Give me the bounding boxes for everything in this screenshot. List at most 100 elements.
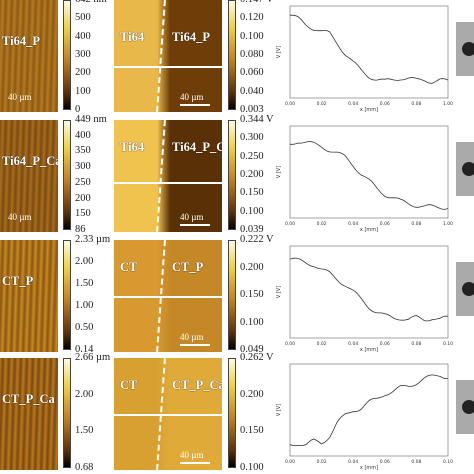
profile-line (114, 414, 222, 416)
potential-tick-label: 0.200 (240, 388, 264, 400)
potential-tick-label: 0.222 V (240, 234, 274, 245)
x-tick-label: 0.10 (443, 341, 453, 347)
potential-tick-label: 0.100 (240, 205, 264, 217)
profile-line (114, 182, 222, 184)
topography-image: CT_P_Ca (0, 358, 58, 470)
x-tick-label: 0.06 (380, 341, 390, 347)
x-tick-label: 0.02 (317, 101, 327, 107)
y-axis-label: V [V] (276, 166, 282, 178)
potential-map: CT CT_P_Ca 40 µm (114, 358, 222, 470)
map-left-label: Ti64 (120, 140, 145, 154)
map-scale-bar (180, 462, 210, 464)
panel-row: CT_P 2.33 µm 2.00 1.50 1.00 0.50 0.14 CT CT_P 40 … (0, 234, 474, 355)
x-tick-label: 0.04 (348, 221, 358, 227)
potential-profile-plot: 0.00 0.02 0.04 0.06 0.08 1.00 x [mm] V [V] (274, 120, 454, 233)
potential-tick-label: 0.150 (240, 425, 264, 437)
panel-row: CT_P_Ca 2.66 µm 2.00 1.50 0.68 CT CT_P_Ca 40 µm… (0, 352, 474, 473)
potential-tick-label: 0.262 V (240, 352, 274, 363)
potential-tick-label: 0.150 (240, 187, 264, 199)
potential-tick-label: 0.200 (240, 261, 264, 273)
profile-series-line (290, 141, 449, 210)
height-tick-label: 350 (75, 145, 91, 157)
topography-label: CT_P_Ca (2, 392, 55, 406)
x-tick-label: 0.02 (317, 459, 327, 465)
x-tick-label: 0.00 (285, 341, 295, 347)
potential-tick-label: 0.040 (240, 85, 264, 97)
y-axis-label: V [V] (276, 286, 282, 298)
height-tick-label: 449 nm (75, 114, 107, 125)
potential-map: CT CT_P 40 µm (114, 240, 222, 352)
map-scale-label: 40 µm (180, 332, 204, 342)
plot-frame (289, 363, 449, 457)
topography-label: Ti64_P (2, 34, 40, 48)
map-right-label: Ti64_P (172, 30, 210, 44)
height-colorbar (63, 0, 71, 110)
map-left-label: Ti64 (120, 30, 145, 44)
sem-pit (462, 400, 474, 414)
height-tick-label: 250 (75, 176, 91, 188)
height-tick-label: 0 (75, 104, 81, 115)
height-colorbar (63, 240, 71, 350)
x-tick-label: 0.08 (411, 459, 421, 465)
potential-map: Ti64 Ti64_P 40 µm (114, 0, 222, 112)
height-tick-label: 400 (75, 129, 91, 141)
x-tick-label: 0.00 (285, 221, 295, 227)
potential-tick-label: 0.080 (240, 49, 264, 60)
height-tick-label: 100 (75, 85, 91, 97)
x-tick-label: 0.04 (348, 341, 358, 347)
x-tick-label: 0.00 (285, 101, 295, 107)
x-axis-label: x [mm] (360, 227, 378, 232)
sem-pit (462, 282, 474, 296)
topography-image: CT_P (0, 240, 58, 352)
x-tick-label: 0.06 (380, 101, 390, 107)
potential-tick-label: 0.100 (240, 462, 264, 473)
potential-profile-plot: 0.00 0.02 0.04 0.06 0.08 1.00 x [mm] V [V] (274, 0, 454, 113)
x-tick-label: 0.02 (317, 221, 327, 227)
potential-colorbar (228, 120, 236, 230)
map-scale-label: 40 µm (180, 450, 204, 460)
plot-frame (289, 245, 449, 339)
potential-map: Ti64 Ti64_P_Ca 40 µm (114, 120, 222, 232)
x-axis-label: x [mm] (360, 107, 378, 112)
map-scale-label: 40 µm (180, 92, 204, 102)
map-scale-bar (180, 104, 210, 106)
potential-tick-label: 0.250 (240, 150, 264, 162)
sem-thumbnail (456, 22, 474, 76)
height-colorbar (63, 120, 71, 230)
x-tick-label: 0.02 (317, 341, 327, 347)
height-tick-label: 642 nm (75, 0, 107, 6)
topography-scale-label: 40 µm (8, 92, 32, 102)
profile-svg: 0.00 0.02 0.04 0.06 0.08 1.00 x [mm] V [V] (276, 5, 453, 113)
x-tick-label: 0.04 (348, 459, 358, 465)
height-tick-label: 86 (75, 224, 86, 235)
sem-pit (462, 42, 474, 56)
potential-tick-label: 0.003 (240, 104, 264, 115)
height-tick-label: 1.00 (75, 300, 94, 311)
height-tick-label: 500 (75, 12, 91, 24)
potential-tick-label: 0.150 (240, 289, 264, 300)
sem-thumbnail (456, 380, 474, 434)
height-tick-label: 300 (75, 161, 91, 173)
height-tick-label: 2.00 (75, 256, 94, 267)
y-axis-label: V [V] (276, 46, 282, 58)
x-axis-label: x [mm] (360, 465, 378, 470)
potential-tick-label: 0.200 (240, 169, 264, 180)
profile-series-line (290, 14, 449, 84)
profile-line (114, 66, 222, 68)
sem-thumbnail (456, 142, 474, 196)
height-tick-label: 400 (75, 30, 91, 42)
map-right-label: CT_P_Ca (172, 378, 222, 392)
potential-tick-label: 0.120 (240, 12, 264, 24)
topography-label: Ti64_P_Ca (2, 154, 58, 168)
potential-tick-label: 0.100 (240, 30, 264, 42)
x-axis-label: x [mm] (360, 347, 378, 352)
height-tick-label: 2.66 µm (75, 352, 111, 363)
height-tick-label: 300 (75, 49, 91, 60)
x-tick-label: 0.08 (411, 221, 421, 227)
map-right-label: Ti64_P_Ca (172, 140, 222, 154)
map-scale-label: 40 µm (180, 212, 204, 222)
height-tick-label: 0.50 (75, 322, 94, 333)
potential-tick-label: 0.344 V (240, 114, 274, 125)
height-tick-label: 0.14 (75, 344, 94, 355)
potential-colorbar (228, 358, 236, 468)
